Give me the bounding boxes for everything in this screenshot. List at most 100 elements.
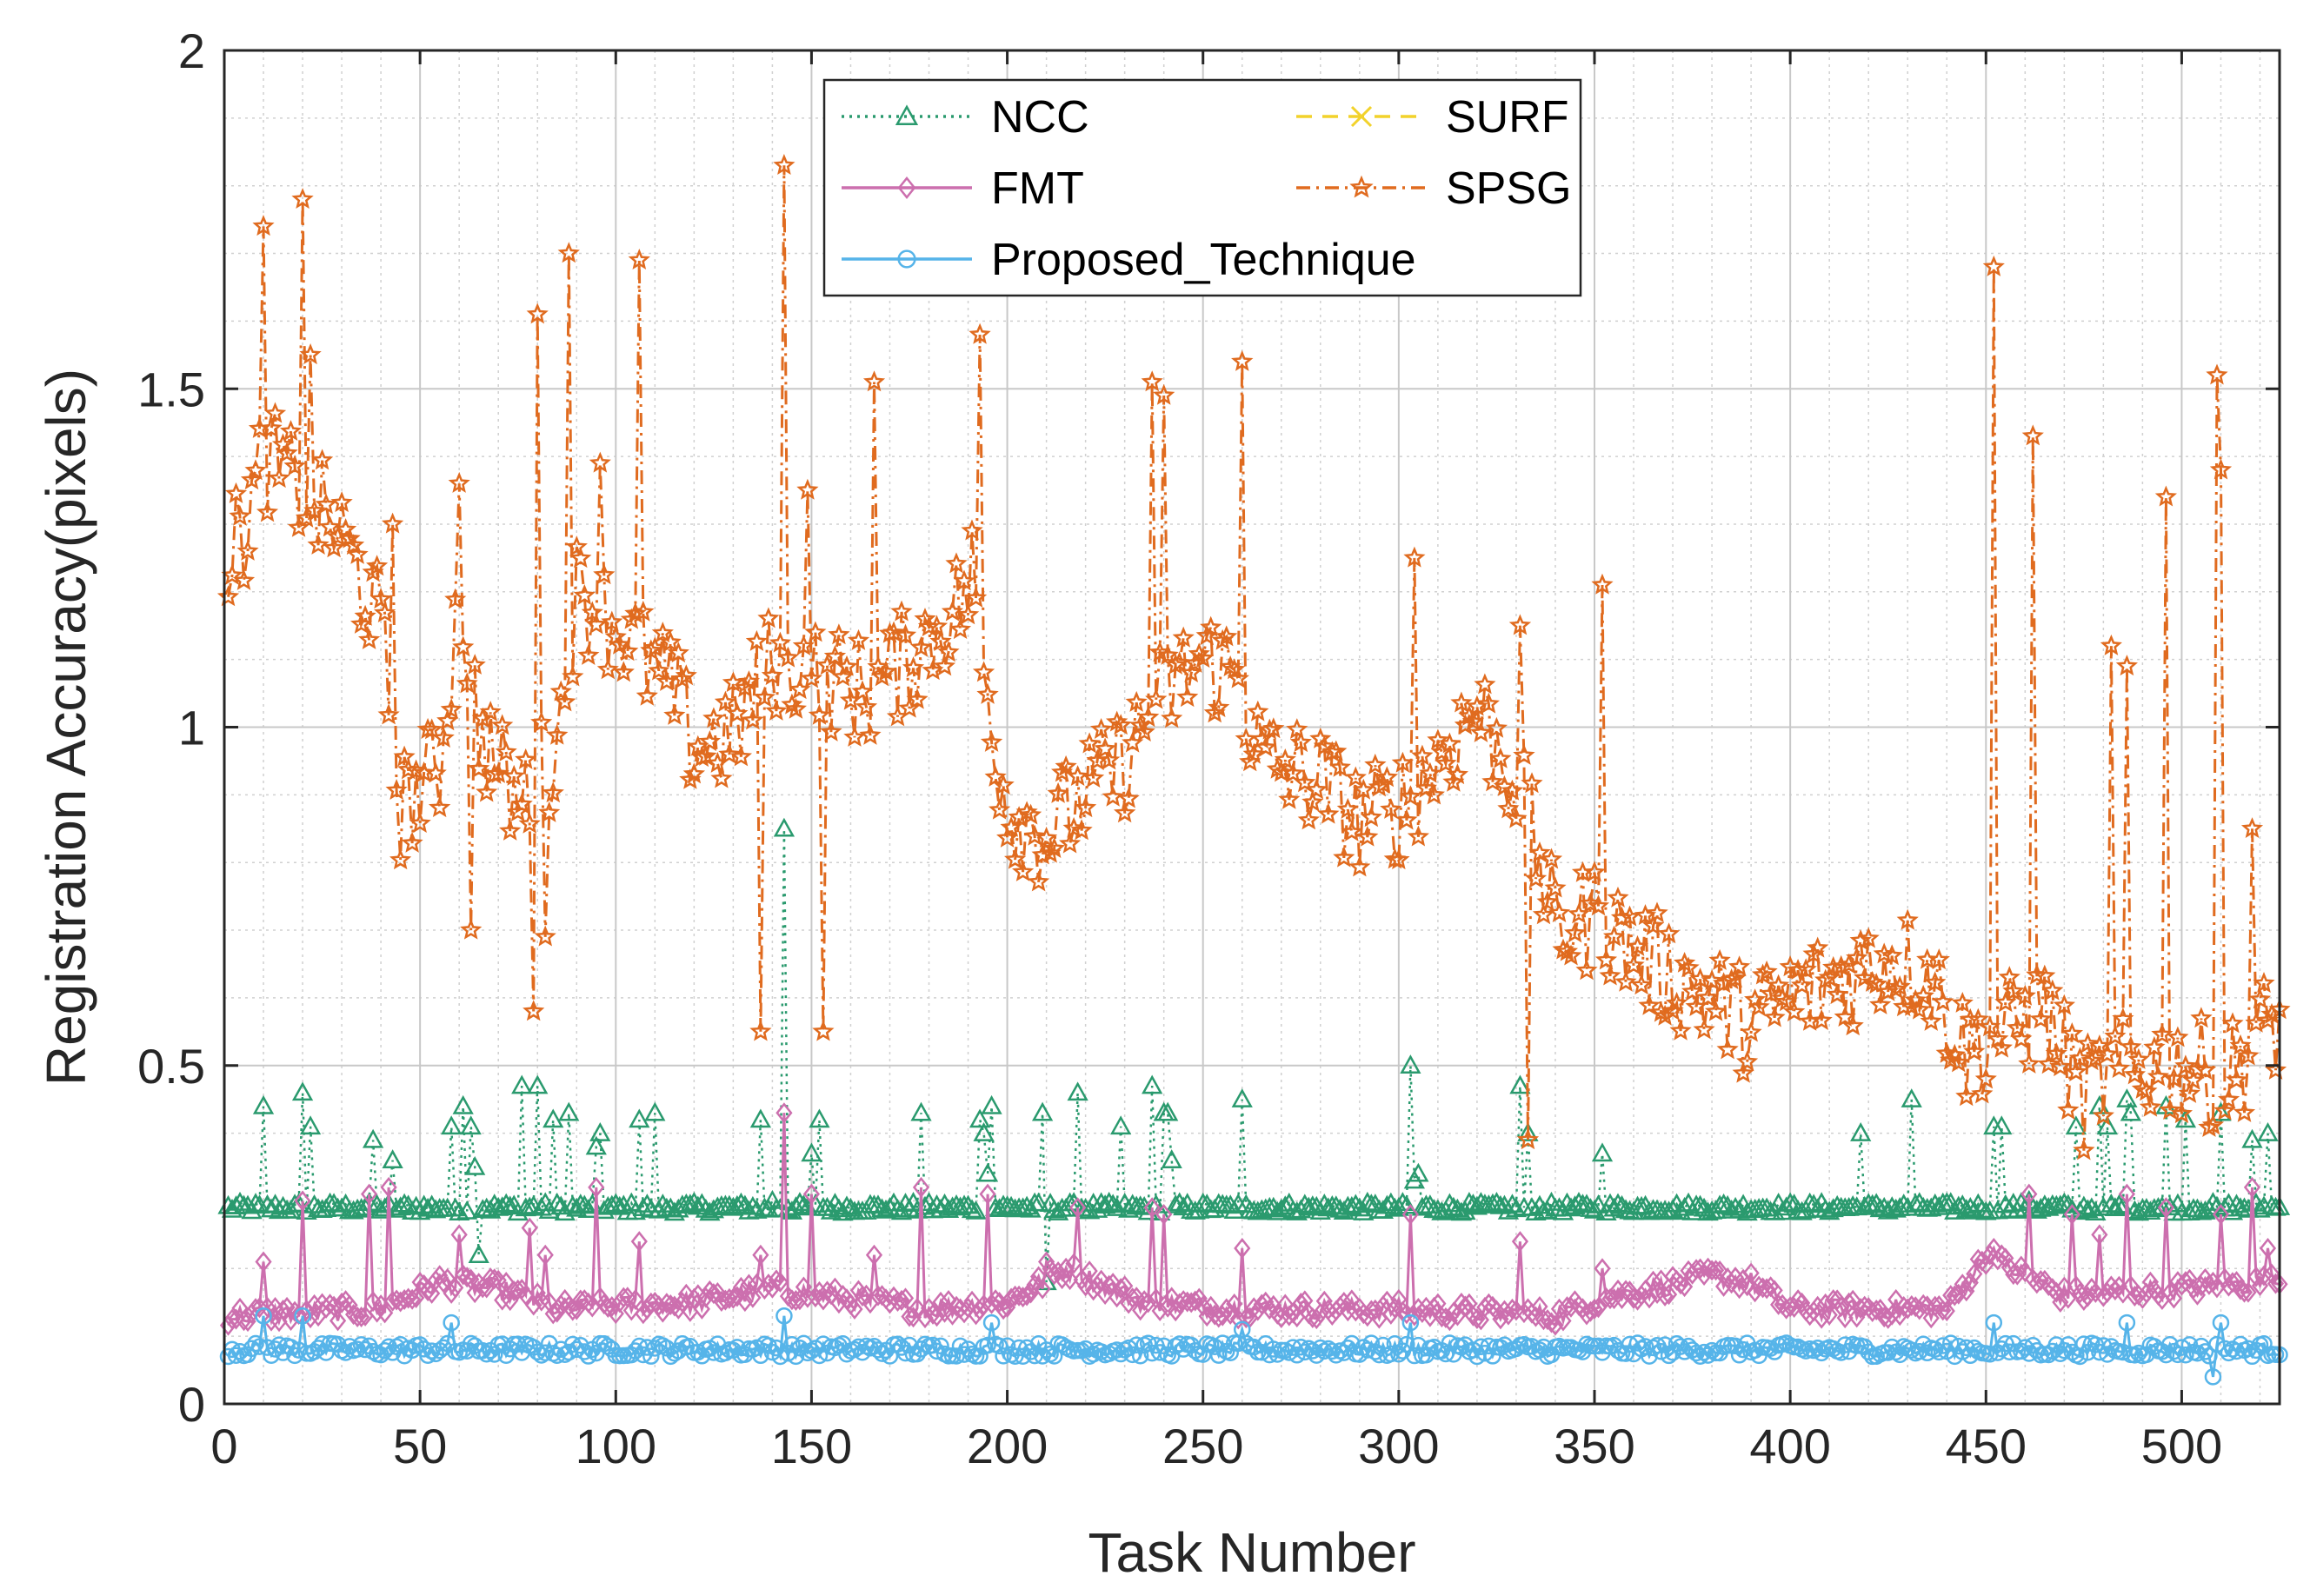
data-point-fmt bbox=[1914, 1293, 1932, 1315]
data-point-ncc bbox=[1157, 1101, 1179, 1121]
data-point-spsg bbox=[1192, 647, 1215, 668]
data-point-proposed-technique bbox=[787, 1347, 805, 1366]
x-tick-label: 400 bbox=[1749, 1419, 1830, 1473]
data-point-proposed-technique bbox=[627, 1342, 644, 1360]
data-point-spsg bbox=[479, 701, 502, 722]
data-point-spsg bbox=[1822, 955, 1845, 977]
data-point-fmt bbox=[1101, 1274, 1118, 1296]
data-point-proposed-technique bbox=[231, 1342, 249, 1360]
series-spsg bbox=[216, 154, 2291, 1160]
data-point-proposed-technique bbox=[783, 1336, 801, 1353]
data-point-ncc bbox=[1994, 1194, 2016, 1214]
data-point-ncc bbox=[1689, 1194, 1711, 1214]
data-point-spsg bbox=[1951, 991, 1974, 1013]
data-point-fmt bbox=[2177, 1271, 2194, 1293]
data-point-spsg bbox=[1927, 948, 1950, 970]
data-point-proposed-technique bbox=[443, 1313, 460, 1332]
data-point-fmt bbox=[1261, 1299, 1278, 1320]
data-point-ncc bbox=[1325, 1195, 1347, 1215]
data-point-fmt bbox=[2016, 1261, 2034, 1283]
data-point-fmt bbox=[1034, 1278, 1051, 1300]
data-point-spsg bbox=[1982, 255, 2005, 276]
data-point-ncc bbox=[425, 1199, 447, 1219]
data-point-ncc bbox=[566, 1197, 588, 1217]
legend-label-proposed-technique: Proposed_Technique bbox=[991, 235, 1416, 285]
data-point-spsg bbox=[2037, 1053, 2060, 1074]
data-point-ncc bbox=[543, 1108, 564, 1128]
data-point-proposed-technique bbox=[1237, 1334, 1255, 1353]
data-point-ncc bbox=[1822, 1198, 1844, 1218]
data-point-spsg bbox=[1807, 936, 1829, 958]
data-point-fmt bbox=[1794, 1292, 1811, 1313]
data-point-spsg bbox=[2096, 1042, 2119, 1064]
data-point-spsg bbox=[1654, 1004, 1676, 1026]
data-point-proposed-technique bbox=[1508, 1340, 1525, 1358]
data-point-fmt bbox=[736, 1291, 754, 1313]
data-point-ncc bbox=[1392, 1192, 1414, 1211]
data-point-spsg bbox=[1485, 716, 1508, 738]
data-point-proposed-technique bbox=[881, 1347, 899, 1365]
data-point-spsg bbox=[1618, 905, 1641, 927]
data-point-fmt bbox=[1887, 1288, 1905, 1310]
data-point-ncc bbox=[476, 1197, 497, 1217]
data-point-spsg bbox=[1231, 349, 1254, 371]
data-point-ncc bbox=[965, 1200, 987, 1220]
data-point-spsg bbox=[554, 690, 576, 712]
data-point-fmt bbox=[1167, 1300, 1184, 1322]
data-point-spsg bbox=[432, 726, 455, 748]
data-point-spsg bbox=[1215, 625, 1238, 647]
data-point-spsg bbox=[945, 552, 968, 574]
data-point-spsg bbox=[2135, 1080, 2158, 1101]
data-point-spsg bbox=[949, 618, 972, 640]
data-point-fmt bbox=[297, 1300, 316, 1321]
data-point-spsg bbox=[1090, 717, 1113, 739]
data-point-spsg bbox=[972, 661, 995, 682]
data-point-spsg bbox=[1626, 934, 1649, 956]
data-point-spsg bbox=[1677, 956, 1700, 978]
data-point-fmt bbox=[1335, 1291, 1353, 1313]
data-point-fmt bbox=[1981, 1244, 1999, 1266]
data-point-spsg bbox=[573, 583, 596, 605]
data-point-spsg bbox=[256, 501, 279, 522]
data-point-fmt bbox=[1292, 1293, 1309, 1314]
data-point-spsg bbox=[487, 761, 509, 783]
data-point-fmt bbox=[1672, 1273, 1689, 1295]
data-point-proposed-technique bbox=[2177, 1346, 2194, 1364]
x-tick-label: 450 bbox=[1946, 1419, 2027, 1473]
data-point-fmt bbox=[1836, 1307, 1854, 1329]
data-point-fmt bbox=[1899, 1298, 1916, 1320]
data-point-spsg bbox=[1262, 717, 1285, 739]
data-point-ncc bbox=[449, 1201, 470, 1221]
data-point-spsg bbox=[2213, 1099, 2236, 1121]
data-point-fmt bbox=[1805, 1300, 1822, 1322]
data-point-spsg bbox=[2029, 1007, 2052, 1029]
data-point-fmt bbox=[2047, 1281, 2065, 1303]
data-point-ncc bbox=[2085, 1201, 2107, 1220]
data-point-spsg bbox=[401, 831, 423, 853]
legend-marker-ncc bbox=[895, 104, 919, 126]
series-proposed-technique bbox=[219, 1307, 2288, 1386]
data-point-ncc bbox=[887, 1198, 909, 1218]
data-point-fmt bbox=[995, 1299, 1012, 1320]
data-point-ncc bbox=[1861, 1194, 1883, 1214]
data-point-spsg bbox=[682, 762, 706, 784]
data-point-spsg bbox=[2147, 1065, 2169, 1087]
data-point-ncc bbox=[793, 1194, 815, 1214]
data-point-proposed-technique bbox=[576, 1343, 594, 1360]
data-point-fmt bbox=[909, 1297, 926, 1319]
data-point-spsg bbox=[1223, 658, 1246, 680]
data-point-spsg bbox=[1865, 973, 1887, 994]
data-point-ncc bbox=[1458, 1192, 1481, 1211]
data-point-spsg bbox=[2217, 1087, 2240, 1109]
data-point-fmt bbox=[776, 1102, 793, 1124]
data-point-fmt bbox=[486, 1268, 503, 1290]
data-point-spsg bbox=[2002, 980, 2025, 1001]
data-point-proposed-technique bbox=[912, 1340, 930, 1358]
data-point-fmt bbox=[1108, 1287, 1126, 1308]
data-point-spsg bbox=[675, 664, 697, 686]
data-point-fmt bbox=[2247, 1266, 2265, 1287]
data-point-ncc bbox=[1638, 1200, 1661, 1220]
data-point-spsg bbox=[1051, 761, 1074, 782]
data-point-ncc bbox=[1275, 1195, 1296, 1215]
data-point-fmt bbox=[1234, 1237, 1251, 1259]
